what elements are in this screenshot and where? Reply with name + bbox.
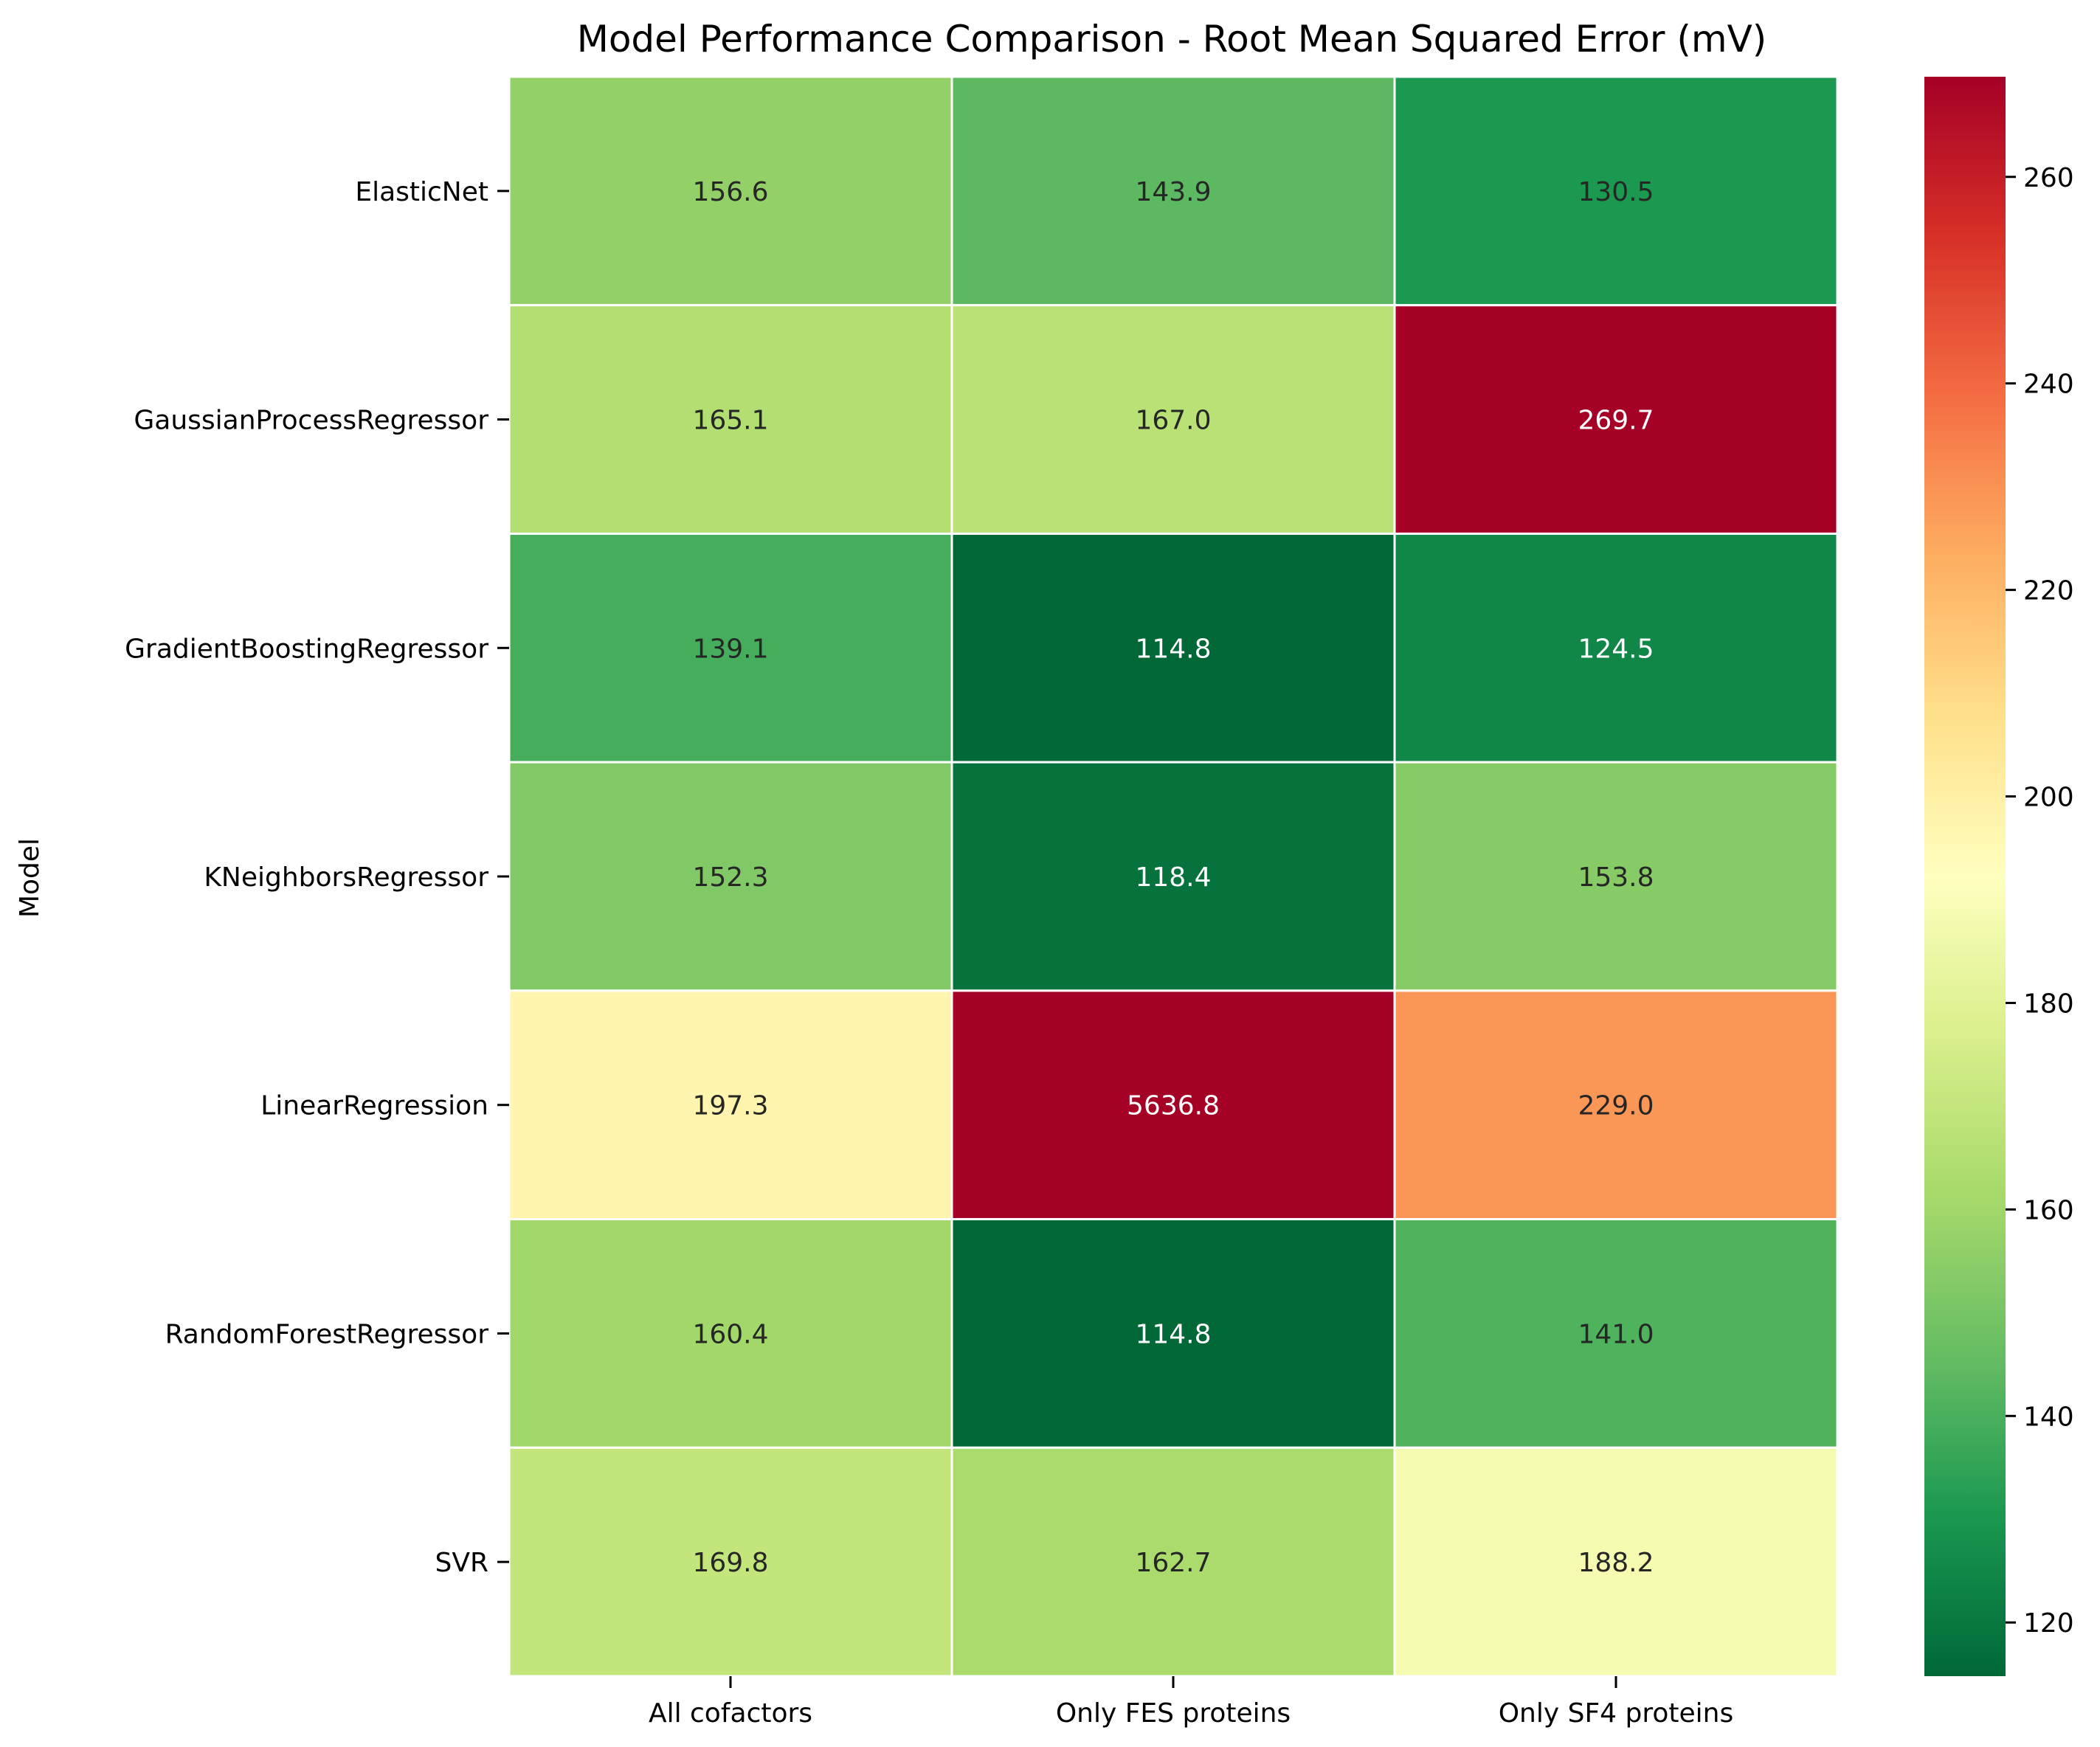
heatmap-cell: [1393, 304, 1839, 535]
cell-value-label: 188.2: [1578, 1548, 1654, 1578]
colorbar-tick-label: 200: [2023, 783, 2074, 813]
cell-value-label: 152.3: [692, 862, 768, 893]
cell-value-label: 114.8: [1135, 1319, 1211, 1349]
row-tick-label: ElasticNet: [355, 177, 488, 207]
cell-value-label: 269.7: [1578, 406, 1654, 436]
colorbar-gradient: [1924, 77, 2006, 1676]
colorbar-tick-label: 260: [2023, 163, 2074, 193]
heatmap-cell: [950, 989, 1396, 1221]
colorbar-tick-label: 180: [2023, 989, 2074, 1019]
cell-value-label: 118.4: [1135, 862, 1211, 893]
cell-value-label: 130.5: [1578, 177, 1654, 207]
row-tick-label: GradientBoostingRegressor: [125, 634, 488, 664]
cell-value-label: 165.1: [692, 406, 768, 436]
colorbar-tick-label: 120: [2023, 1608, 2074, 1639]
heatmap-cell: [1393, 1218, 1839, 1449]
heatmap-cell: [508, 304, 953, 535]
colorbar: 120 140 160 180 200 220 240 260: [1924, 77, 2074, 1676]
row-tick-labels: ElasticNet GaussianProcessRegressor Gradie…: [125, 177, 509, 1578]
y-axis-label: Model: [15, 838, 45, 918]
heatmap-cell: [1393, 761, 1839, 992]
column-tick-label: All cofactors: [649, 1698, 812, 1729]
row-tick-label: LinearRegression: [260, 1091, 488, 1121]
cell-value-label: 153.8: [1578, 862, 1654, 893]
row-tick-label: GaussianProcessRegressor: [134, 406, 488, 436]
column-tick-label: Only FES proteins: [1056, 1698, 1291, 1729]
heatmap-cell: [1393, 1446, 1839, 1678]
row-tick-label: SVR: [435, 1548, 489, 1578]
column-tick-labels: All cofactors Only FES proteins Only SF4 p…: [649, 1676, 1733, 1729]
cell-value-label: 229.0: [1578, 1091, 1654, 1121]
chart-title: Model Performance Comparison - Root Mean…: [577, 18, 1767, 60]
cell-value-label: 124.5: [1578, 634, 1654, 664]
heatmap-cells: 156.6 143.9 130.5 165.1 167.0 269.7 139.1 114.8…: [508, 75, 1839, 1678]
row-tick-label: KNeighborsRegressor: [204, 862, 488, 893]
heatmap-cell: [950, 532, 1396, 764]
cell-value-label: 114.8: [1135, 634, 1211, 664]
cell-value-label: 156.6: [692, 177, 768, 207]
colorbar-tick-label: 220: [2023, 576, 2074, 606]
column-tick-label: Only SF4 proteins: [1499, 1698, 1734, 1729]
cell-value-label: 5636.8: [1127, 1091, 1220, 1121]
cell-value-label: 141.0: [1578, 1319, 1654, 1349]
heatmap-cell: [508, 75, 953, 307]
heatmap-cell: [508, 1446, 953, 1678]
cell-value-label: 197.3: [692, 1091, 768, 1121]
cell-value-label: 139.1: [692, 634, 768, 664]
cell-value-label: 143.9: [1135, 177, 1211, 207]
heatmap-cell: [1393, 75, 1839, 307]
row-tick-label: RandomForestRegressor: [165, 1319, 489, 1349]
cell-value-label: 162.7: [1135, 1548, 1211, 1578]
heatmap-cell: [950, 304, 1396, 535]
heatmap-cell: [950, 75, 1396, 307]
cell-value-label: 160.4: [692, 1319, 768, 1349]
colorbar-tick-label: 160: [2023, 1195, 2074, 1225]
heatmap-cell: [508, 989, 953, 1221]
heatmap-cell: [1393, 989, 1839, 1221]
colorbar-tick-label: 140: [2023, 1402, 2074, 1432]
heatmap-cell: [950, 1446, 1396, 1678]
cell-value-label: 169.8: [692, 1548, 768, 1578]
heatmap-cell: [950, 1218, 1396, 1449]
colorbar-tick-label: 240: [2023, 370, 2074, 400]
cell-value-label: 167.0: [1135, 406, 1211, 436]
heatmap-cell: [508, 761, 953, 992]
